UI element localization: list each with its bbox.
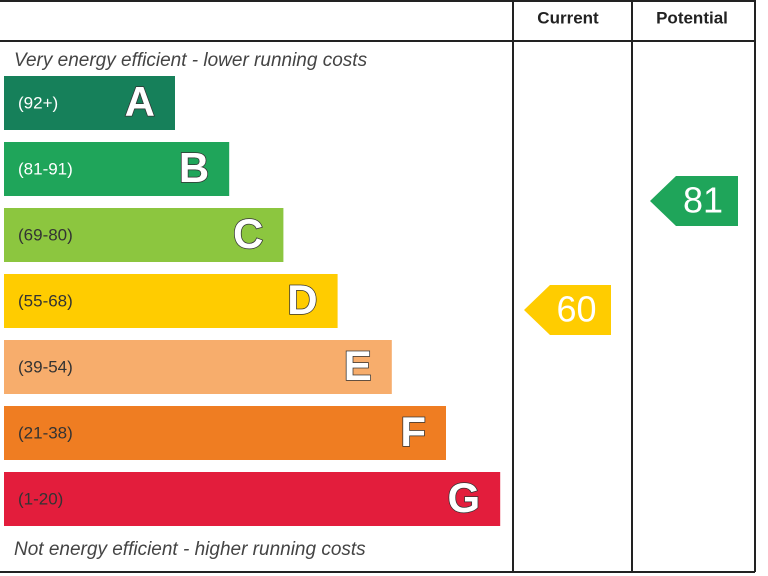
band-letter: A [125,78,155,125]
frame [0,0,756,573]
band-range: (55-68) [18,291,73,310]
current-arrow [524,285,611,335]
band-bar [4,76,175,130]
band-letter: E [344,342,372,389]
band-range: (81-91) [18,159,73,178]
potential-arrow [650,176,738,226]
band-bar [4,472,501,526]
top-note: Very energy efficient - lower running co… [14,50,368,71]
current-value: 60 [556,289,596,330]
band-letter: C [233,210,263,257]
bottom-note: Not energy efficient - higher running co… [14,539,366,560]
band-bar [4,340,392,394]
band-bar [4,274,338,328]
band-letter: B [179,144,209,191]
band-letter: F [400,408,426,455]
band-range: (1-20) [18,489,63,508]
header-potential: Potential [656,8,728,27]
band-range: (69-80) [18,225,73,244]
band-range: (21-38) [18,423,73,442]
band-bar [4,406,446,460]
band-bar [4,208,284,262]
potential-value: 81 [683,180,723,221]
band-bar [4,142,230,196]
header-current: Current [537,8,599,27]
band-letter: D [287,276,317,323]
band-letter: G [448,474,481,521]
band-range: (39-54) [18,357,73,376]
band-range: (92+) [18,93,58,112]
